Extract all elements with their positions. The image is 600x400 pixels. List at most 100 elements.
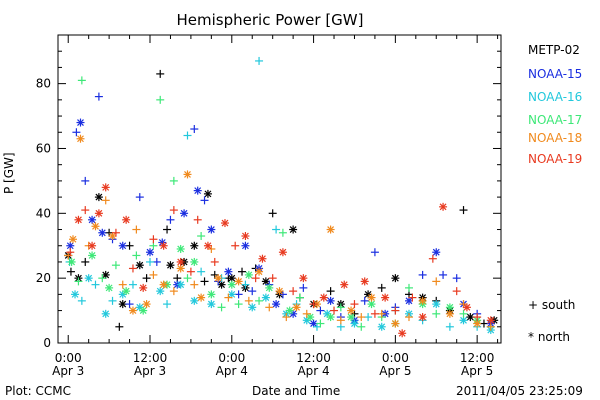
data-point-noaa-18-north xyxy=(367,293,376,302)
marker-stroke xyxy=(214,274,222,282)
plot-area xyxy=(57,34,502,344)
data-point-noaa-18-north xyxy=(197,293,206,302)
data-point-noaa-17-south xyxy=(98,274,107,283)
data-point-noaa-18-south xyxy=(265,303,274,312)
data-point-noaa-15-south xyxy=(360,296,369,305)
data-point-noaa-18-north xyxy=(68,235,77,244)
data-point-metp-02-north xyxy=(391,274,400,283)
marker-stroke xyxy=(487,316,495,324)
data-point-noaa-17-north xyxy=(176,244,185,253)
data-point-noaa-17-north xyxy=(265,283,274,292)
data-point-noaa-15-south xyxy=(135,193,144,202)
data-point-noaa-19-south xyxy=(473,313,482,322)
marker-stroke xyxy=(167,261,174,269)
data-point-noaa-16-south xyxy=(364,313,373,322)
marker-stroke xyxy=(391,320,399,327)
marker-stroke xyxy=(197,294,205,302)
data-point-noaa-19-north xyxy=(439,202,448,211)
marker-stroke xyxy=(398,329,406,337)
data-point-noaa-15-north xyxy=(118,241,127,250)
data-point-noaa-17-south xyxy=(278,228,287,237)
data-point-noaa-19-north xyxy=(203,241,212,250)
data-point-noaa-17-south xyxy=(74,277,83,286)
x-tick-time-label: 12:00 xyxy=(460,351,495,365)
data-point-noaa-19-south xyxy=(81,206,90,215)
legend-north-marker: * north xyxy=(528,330,571,344)
data-point-noaa-17-north xyxy=(367,300,376,309)
marker-stroke xyxy=(139,284,147,292)
marker-stroke xyxy=(381,294,389,302)
data-point-noaa-19-south xyxy=(231,241,240,250)
data-point-noaa-15-north xyxy=(76,118,85,127)
data-point-noaa-15-south xyxy=(190,125,199,134)
legend-entry-noaa-18: NOAA-18 xyxy=(528,131,583,145)
marker-stroke xyxy=(177,265,185,272)
marker-stroke xyxy=(228,281,236,289)
data-point-noaa-18-north xyxy=(183,170,192,179)
marker-stroke xyxy=(259,255,266,263)
legend-entry-noaa-19: NOAA-19 xyxy=(528,152,583,166)
marker-stroke xyxy=(207,226,215,233)
marker-stroke xyxy=(432,248,440,256)
marker-stroke xyxy=(419,313,427,321)
data-point-noaa-17-north xyxy=(67,257,76,266)
marker-stroke xyxy=(241,242,249,250)
data-point-noaa-18-south xyxy=(101,196,110,205)
marker-stroke xyxy=(241,232,249,240)
marker-stroke xyxy=(463,303,471,311)
marker-stroke xyxy=(279,248,287,256)
marker-stroke xyxy=(432,300,440,308)
data-point-metp-02-south xyxy=(200,277,209,286)
data-point-metp-02-south xyxy=(479,319,488,328)
marker-stroke xyxy=(160,242,168,250)
marker-stroke xyxy=(306,313,314,321)
data-point-metp-02-south xyxy=(115,322,124,331)
marker-stroke xyxy=(190,242,198,250)
data-point-noaa-17-south xyxy=(77,76,86,85)
data-point-noaa-19-north xyxy=(159,241,168,250)
data-point-noaa-16-north xyxy=(84,274,93,283)
data-point-metp-02-south xyxy=(268,209,277,218)
marker-stroke xyxy=(378,323,386,331)
marker-stroke xyxy=(71,290,79,298)
marker-stroke xyxy=(68,258,76,266)
data-point-noaa-18-south xyxy=(149,270,158,279)
plot-timestamp: 2011/04/05 23:25:09 xyxy=(456,384,583,398)
marker-stroke xyxy=(320,294,328,302)
data-point-noaa-19-north xyxy=(176,257,185,266)
marker-stroke xyxy=(109,232,116,240)
data-point-noaa-15-north xyxy=(193,186,202,195)
data-point-noaa-16-north xyxy=(207,300,216,309)
y-tick-label: 0 xyxy=(43,336,51,350)
marker-stroke xyxy=(347,307,355,315)
data-point-noaa-18-south xyxy=(224,293,233,302)
x-tick-date-label: Apr 3 xyxy=(52,364,84,378)
data-point-noaa-19-north xyxy=(258,254,267,263)
data-point-noaa-15-south xyxy=(94,92,103,101)
data-point-noaa-19-south xyxy=(149,235,158,244)
marker-stroke xyxy=(95,193,103,201)
marker-stroke xyxy=(293,303,300,311)
marker-stroke xyxy=(146,248,154,256)
data-point-metp-02-north xyxy=(289,225,298,234)
data-point-noaa-15-south xyxy=(370,248,379,257)
data-point-noaa-17-south xyxy=(156,95,165,104)
data-point-noaa-18-north xyxy=(214,274,223,283)
data-point-noaa-17-south xyxy=(217,303,226,312)
marker-stroke xyxy=(351,320,358,327)
marker-stroke xyxy=(327,226,335,233)
data-point-noaa-18-north xyxy=(234,277,243,286)
data-point-noaa-15-north xyxy=(404,296,413,305)
data-point-noaa-19-north xyxy=(94,209,103,218)
data-point-noaa-18-north xyxy=(347,306,356,315)
data-point-noaa-17-south xyxy=(432,309,441,318)
data-point-noaa-17-north xyxy=(88,251,97,260)
data-point-noaa-15-north xyxy=(241,241,250,250)
marker-stroke xyxy=(143,300,151,308)
y-tick-label: 60 xyxy=(36,141,51,155)
x-tick-date-label: Apr 5 xyxy=(461,364,493,378)
marker-stroke xyxy=(323,310,331,318)
marker-stroke xyxy=(265,284,273,292)
x-tick-date-label: Apr 3 xyxy=(134,364,166,378)
x-tick-time-label: 12:00 xyxy=(133,351,168,365)
